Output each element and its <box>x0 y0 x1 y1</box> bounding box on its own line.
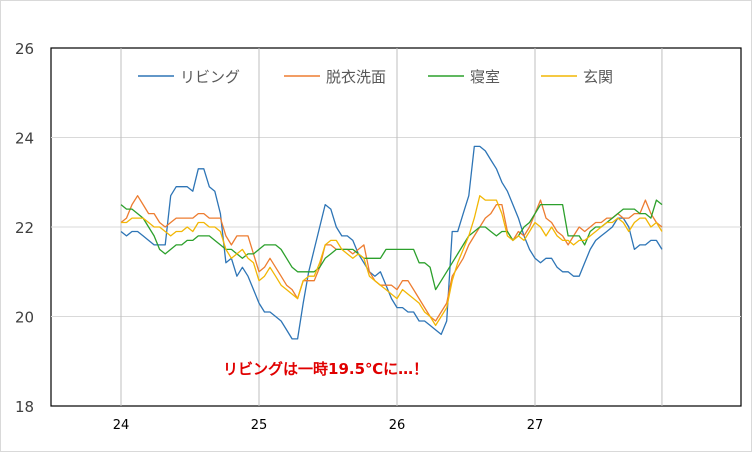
y-tick-label: 20 <box>15 309 34 327</box>
series-line-0 <box>120 145 663 340</box>
series-lines <box>120 145 663 340</box>
legend-label: 寝室 <box>470 68 500 86</box>
legend: リビング 脱衣洗面 寝室 玄関 <box>138 68 613 86</box>
y-tick-label: 18 <box>15 398 34 416</box>
series-line-1 <box>120 195 663 322</box>
series-line-3 <box>121 195 663 327</box>
chart-annotation: リビングは一時19.5℃に…！ <box>223 360 428 378</box>
x-tick-labels: 24 25 26 27 <box>113 418 544 433</box>
x-tick-label: 25 <box>251 418 268 433</box>
x-tick-label: 27 <box>527 418 544 433</box>
x-tick-label: 26 <box>389 418 406 433</box>
y-tick-label: 26 <box>15 40 34 58</box>
legend-label: リビング <box>180 68 240 86</box>
y-tick-label: 24 <box>15 130 34 148</box>
legend-label: 玄関 <box>583 68 613 86</box>
y-tick-label: 22 <box>15 219 34 237</box>
series-line-2 <box>120 199 663 291</box>
y-tick-labels: 18 20 22 24 26 <box>15 40 34 416</box>
legend-label: 脱衣洗面 <box>326 68 386 86</box>
x-tick-label: 24 <box>113 418 130 433</box>
